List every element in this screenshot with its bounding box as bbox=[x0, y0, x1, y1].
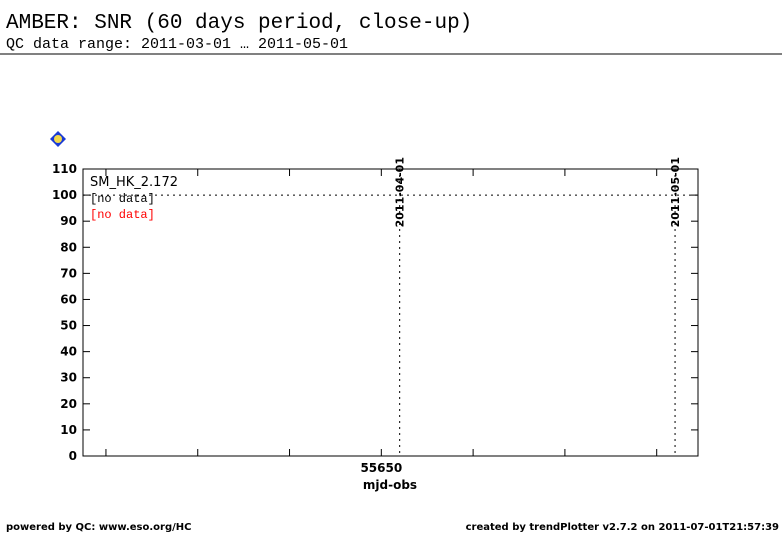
legend-entry: [no data] bbox=[90, 192, 155, 206]
plot-frame bbox=[82, 168, 699, 457]
y-tick-label: 40 bbox=[60, 345, 77, 359]
y-tick-label: 60 bbox=[60, 292, 77, 306]
y-tick-label: 70 bbox=[60, 266, 77, 280]
y-tick-label: 110 bbox=[52, 162, 77, 176]
y-tick-label: 80 bbox=[60, 240, 77, 254]
y-tick-label: 50 bbox=[60, 319, 77, 333]
date-label: 2011-04-01 bbox=[394, 157, 407, 227]
legend-entry: [no data] bbox=[90, 208, 155, 222]
instrument-icon bbox=[50, 131, 66, 147]
y-tick-label: 30 bbox=[60, 371, 77, 385]
chart-title: AMBER: SNR (60 days period, close-up) bbox=[6, 12, 472, 35]
y-tick-label: 10 bbox=[60, 423, 77, 437]
date-label: 2011-05-01 bbox=[669, 157, 682, 227]
legend-title: SM_HK_2.172 bbox=[90, 175, 178, 190]
footer-right: created by trendPlotter v2.7.2 on 2011-0… bbox=[466, 522, 779, 533]
chart-subtitle: QC data range: 2011-03-01 … 2011-05-01 bbox=[6, 36, 348, 53]
y-tick-label: 100 bbox=[52, 188, 77, 202]
footer-left: powered by QC: www.eso.org/HC bbox=[6, 522, 191, 533]
y-tick-label: 20 bbox=[60, 397, 77, 411]
y-tick-label: 0 bbox=[69, 449, 77, 463]
x-axis-label: mjd-obs bbox=[363, 478, 417, 492]
x-tick-label: 55650 bbox=[360, 461, 402, 475]
y-tick-label: 90 bbox=[60, 214, 77, 228]
